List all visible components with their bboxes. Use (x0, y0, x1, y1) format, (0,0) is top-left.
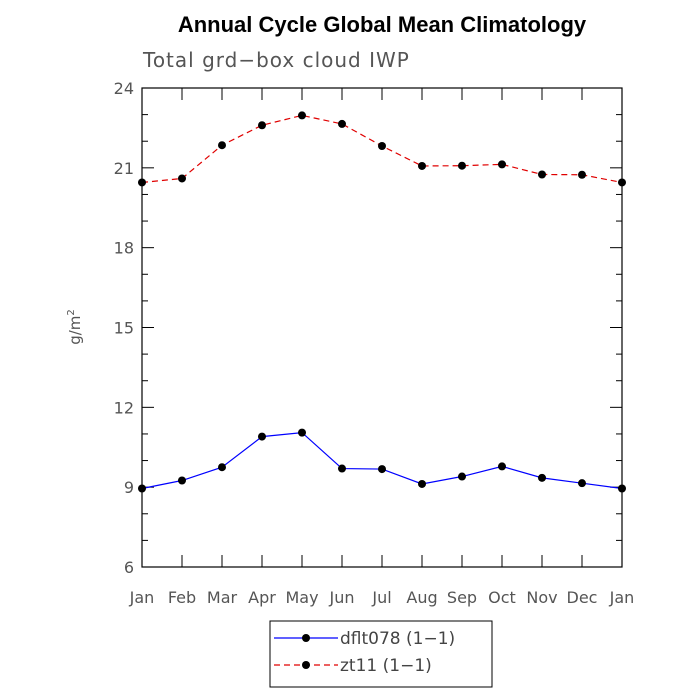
data-point (578, 170, 586, 179)
y-tick-label: 21 (114, 159, 134, 178)
y-tick-label: 18 (114, 239, 134, 258)
data-point (498, 462, 506, 471)
data-point (218, 141, 226, 150)
legend-label: zt11 (1−1) (340, 656, 432, 676)
y-tick-label: 9 (124, 478, 134, 497)
x-tick-label: Nov (526, 588, 557, 607)
chart-subtitle: Total grd−box cloud IWP (142, 48, 410, 72)
x-tick-label: Sep (447, 588, 477, 607)
series-line-0 (141, 431, 623, 490)
x-tick-label: Aug (406, 588, 437, 607)
x-tick-label: Jun (329, 588, 355, 607)
x-tick-label: Jan (609, 588, 635, 607)
data-point (538, 473, 546, 482)
data-point (418, 479, 426, 488)
data-point (298, 428, 306, 437)
data-point (178, 174, 186, 183)
data-point (338, 464, 346, 473)
y-tick-label: 12 (114, 398, 134, 417)
x-tick-label: Feb (168, 588, 196, 607)
data-point (498, 160, 506, 169)
legend-swatch-marker (302, 634, 310, 642)
x-tick-label: Apr (248, 588, 276, 607)
data-point (338, 119, 346, 128)
data-point (178, 476, 186, 485)
plot-series (138, 111, 626, 493)
data-point (458, 472, 466, 481)
data-point (418, 161, 426, 170)
data-point (138, 484, 146, 493)
chart-title: Annual Cycle Global Mean Climatology (178, 12, 587, 37)
data-point (218, 463, 226, 472)
x-tick-label: Oct (488, 588, 516, 607)
y-axis-label: g/m2 (66, 309, 84, 345)
data-point (378, 465, 386, 474)
plot-frame (141, 87, 623, 568)
data-point (538, 170, 546, 179)
data-point (578, 479, 586, 488)
y-axis-label-text: g/m (66, 316, 84, 345)
x-tick-label: Jan (129, 588, 155, 607)
data-point (458, 161, 466, 170)
y-tick-label: 15 (114, 319, 134, 338)
data-point (138, 178, 146, 187)
legend-swatch-marker (302, 661, 310, 669)
x-tick-label: Dec (567, 588, 598, 607)
data-point (258, 121, 266, 130)
data-point (618, 484, 626, 493)
legend-label: dflt078 (1−1) (340, 629, 455, 649)
axes: 6 9 12 15 18 21 24 Jan Feb Mar Apr May Jun Jul Aug Sep O… (114, 79, 635, 607)
y-tick-label: 6 (124, 558, 134, 577)
legend: dflt078 (1−1) zt11 (1−1) (269, 620, 493, 688)
x-tick-label: May (285, 588, 318, 607)
x-tick-label: Mar (207, 588, 238, 607)
data-point (618, 178, 626, 187)
data-point (298, 111, 306, 120)
legend-box (269, 620, 493, 688)
data-point (258, 432, 266, 441)
y-axis-label-superscript: 2 (66, 309, 77, 315)
x-tick-label: Jul (371, 588, 391, 607)
y-tick-label: 24 (114, 79, 134, 98)
data-point (378, 142, 386, 151)
